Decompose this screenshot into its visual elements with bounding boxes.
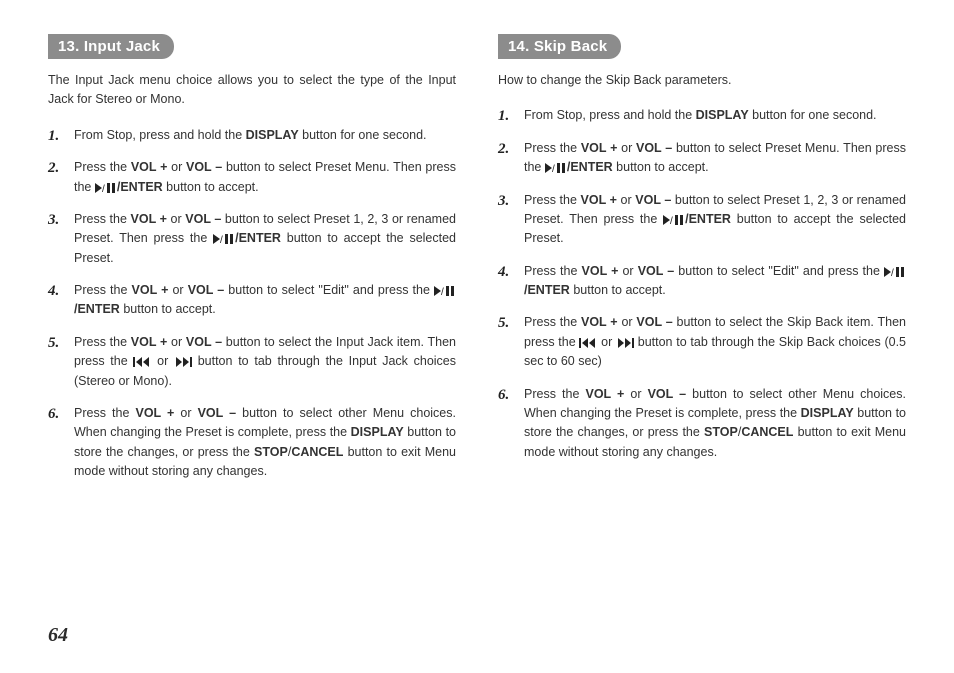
intro-text: The Input Jack menu choice allows you to… (48, 71, 456, 110)
step-item: Press the VOL + or VOL – button to selec… (498, 262, 906, 301)
step-item: From Stop, press and hold the DISPLAY bu… (498, 106, 906, 125)
steps-list: From Stop, press and hold the DISPLAY bu… (48, 126, 456, 482)
left-column: 13. Input Jack The Input Jack menu choic… (48, 34, 456, 494)
step-item: From Stop, press and hold the DISPLAY bu… (48, 126, 456, 145)
page-number: 64 (48, 624, 68, 647)
step-item: Press the VOL + or VOL – button to selec… (498, 313, 906, 371)
svg-text:/: / (441, 287, 444, 296)
step-item: Press the VOL + or VOL – button to selec… (48, 333, 456, 391)
play-pause-icon: / (663, 215, 685, 225)
step-item: Press the VOL + or VOL – button to selec… (48, 281, 456, 320)
play-pause-icon: / (213, 234, 235, 244)
steps-list: From Stop, press and hold the DISPLAY bu… (498, 106, 906, 462)
svg-text:/: / (552, 164, 555, 173)
step-item: Press the VOL + or VOL – button to selec… (48, 404, 456, 482)
svg-text:/: / (102, 184, 105, 193)
section-heading-skip-back: 14. Skip Back (498, 34, 621, 59)
next-icon (174, 357, 192, 367)
svg-text:/: / (670, 216, 673, 225)
intro-text: How to change the Skip Back parameters. (498, 71, 906, 90)
play-pause-icon: / (884, 267, 906, 277)
next-icon (616, 338, 634, 348)
step-item: Press the VOL + or VOL – button to selec… (498, 191, 906, 249)
right-column: 14. Skip Back How to change the Skip Bac… (498, 34, 906, 494)
svg-text:/: / (220, 235, 223, 244)
section-heading-input-jack: 13. Input Jack (48, 34, 174, 59)
play-pause-icon: / (95, 183, 117, 193)
step-item: Press the VOL + or VOL – button to selec… (48, 158, 456, 197)
play-pause-icon: / (545, 163, 567, 173)
prev-icon (579, 338, 597, 348)
step-item: Press the VOL + or VOL – button to selec… (498, 385, 906, 463)
page-content: 13. Input Jack The Input Jack menu choic… (0, 0, 954, 494)
step-item: Press the VOL + or VOL – button to selec… (498, 139, 906, 178)
step-item: Press the VOL + or VOL – button to selec… (48, 210, 456, 268)
prev-icon (133, 357, 151, 367)
svg-text:/: / (891, 268, 894, 277)
play-pause-icon: / (434, 286, 456, 296)
